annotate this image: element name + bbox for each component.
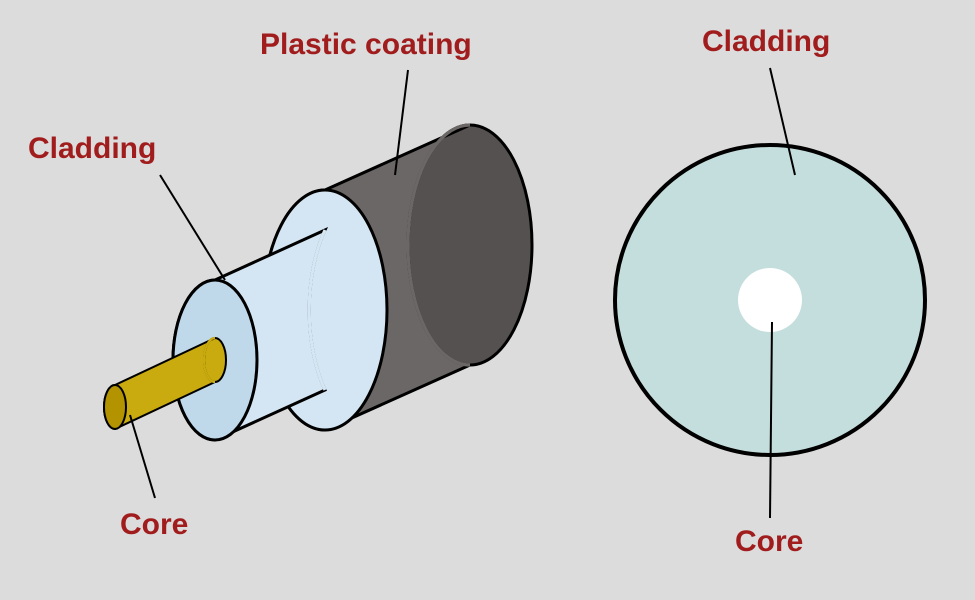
core-label-cs: Core	[735, 525, 803, 559]
diagram-3d	[104, 70, 532, 498]
plastic-coating-label: Plastic coating	[260, 28, 472, 62]
cladding-shape-3d	[173, 190, 387, 440]
core-leader-3d	[130, 415, 155, 498]
cladding-label-3d: Cladding	[28, 132, 156, 166]
diagram-crosssection	[615, 68, 925, 518]
cladding-leader-3d	[160, 175, 225, 280]
core-label-3d: Core	[120, 508, 188, 542]
cladding-label-cs: Cladding	[702, 25, 830, 59]
core-circle	[738, 268, 802, 332]
